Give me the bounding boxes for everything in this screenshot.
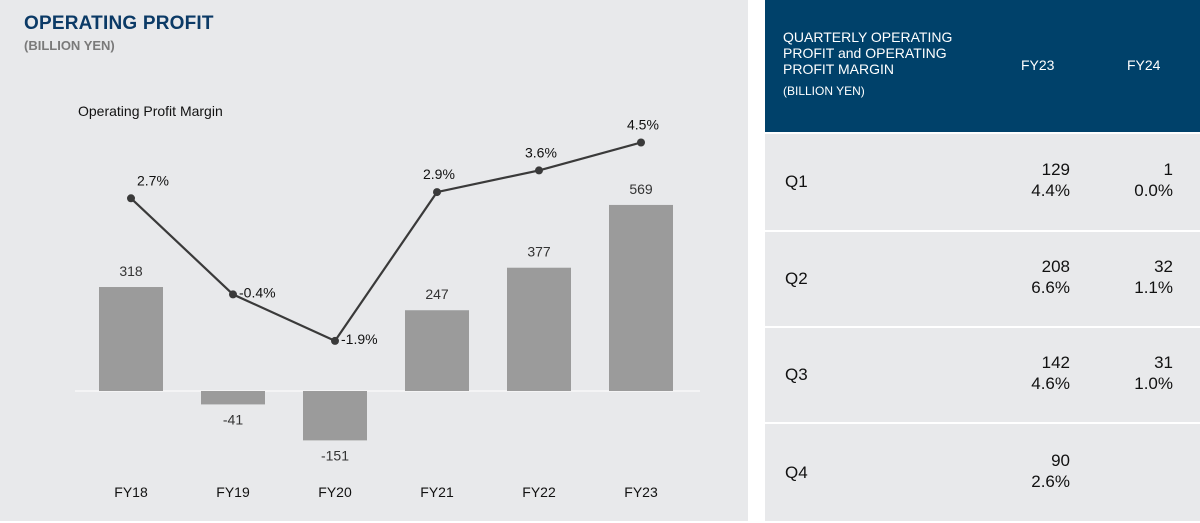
margin-label-FY19: -0.4% (239, 284, 276, 300)
x-tick-FY23: FY23 (624, 484, 658, 500)
margin-label-FY23: 4.5% (627, 117, 659, 133)
margin-label-FY18: 2.7% (137, 172, 169, 188)
fy23-value: 142 4.6% (1031, 353, 1070, 393)
bar-label-FY23: 569 (629, 181, 653, 197)
bar-label-FY18: 318 (119, 263, 143, 279)
margin-line (130, 141, 642, 343)
fy23-value: 90 2.6% (1031, 450, 1070, 491)
bar-FY20 (303, 391, 367, 441)
bar-label-FY21: 247 (425, 286, 449, 302)
chart-subtitle: (BILLION YEN) (24, 38, 115, 53)
bar-label-FY22: 377 (527, 244, 551, 260)
quarter-label: Q4 (785, 462, 808, 482)
bar-FY23 (609, 204, 673, 391)
table-row: Q2 208 6.6% 32 1.1% (765, 230, 1200, 328)
x-tick-FY19: FY19 (216, 484, 250, 500)
margin-point-FY21 (433, 188, 441, 197)
fy24-value: 32 1.1% (1134, 257, 1173, 297)
table-title: QUARTERLY OPERATING PROFIT and OPERATING… (783, 29, 983, 99)
quarter-label: Q1 (785, 172, 808, 191)
quarter-label: Q3 (785, 365, 808, 384)
x-tick-FY18: FY18 (114, 484, 148, 500)
bar-FY19 (201, 391, 265, 405)
table-header: QUARTERLY OPERATING PROFIT and OPERATING… (765, 0, 1200, 132)
quarterly-table: QUARTERLY OPERATING PROFIT and OPERATING… (765, 0, 1200, 521)
chart-panel: OPERATING PROFIT (BILLION YEN) Operating… (0, 0, 748, 521)
fy24-value: 31 1.0% (1134, 353, 1173, 393)
chart-title: OPERATING PROFIT (24, 13, 214, 34)
column-fy24: FY24 (1127, 57, 1161, 73)
table-unit: (BILLION YEN) (783, 84, 865, 98)
operating-profit-chart: Operating Profit Margin 318 FY18 -41 FY19 -1… (75, 103, 700, 500)
margin-label-FY20: -1.9% (341, 331, 378, 347)
fy24-value: 1 0.0% (1134, 160, 1173, 200)
bar-FY21 (405, 310, 469, 391)
bar-label-FY20: -151 (321, 447, 349, 463)
x-tick-FY21: FY21 (420, 484, 454, 500)
bar-FY18 (99, 287, 163, 391)
margin-label-FY22: 3.6% (525, 144, 557, 160)
quarter-label: Q2 (785, 269, 808, 288)
margin-label-FY21: 2.9% (423, 166, 455, 182)
x-tick-FY22: FY22 (522, 484, 556, 500)
margin-point-FY20 (331, 336, 339, 345)
margin-point-FY23 (637, 138, 645, 147)
x-tick-FY20: FY20 (318, 484, 352, 500)
column-fy23: FY23 (1021, 57, 1055, 73)
bar-label-FY19: -41 (223, 411, 243, 427)
table-row: Q3 142 4.6% 31 1.0% (765, 326, 1200, 424)
fy23-value: 129 4.4% (1031, 160, 1070, 200)
bar-FY22 (507, 267, 571, 391)
line-series-label: Operating Profit Margin (78, 103, 223, 119)
fy23-value: 208 6.6% (1031, 257, 1070, 297)
margin-point-FY19 (229, 290, 237, 299)
table-row: Q1 129 4.4% 1 0.0% (765, 132, 1200, 232)
table-row: Q4 90 2.6% (765, 422, 1200, 523)
margin-point-FY22 (535, 166, 543, 175)
margin-point-FY18 (127, 194, 135, 203)
